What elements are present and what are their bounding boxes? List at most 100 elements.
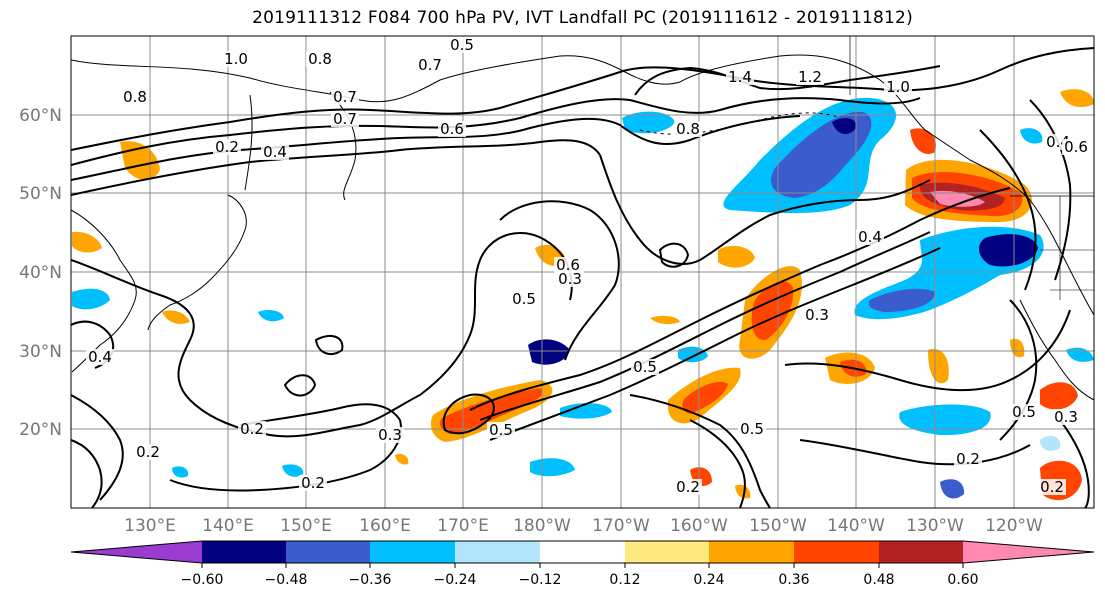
contour-label-bg (1062, 139, 1090, 155)
contour-label: 0.8 (676, 120, 700, 138)
negative-anomaly-region (832, 118, 857, 135)
contour-label-bg (1052, 409, 1080, 425)
contour-label-bg (510, 291, 538, 307)
contour-label-bg (121, 89, 149, 105)
longitude-labels: 130°E 140°E 150°E 160°E 170°E 180°W 170°W 160°W… (124, 516, 1043, 536)
contour-label: 1.4 (728, 68, 752, 86)
contour-line (499, 200, 620, 361)
contour-line (1029, 99, 1072, 281)
contour-label-bg (738, 421, 766, 437)
contour-label-bg (299, 475, 327, 491)
contour-line (71, 139, 601, 196)
contour-label: 0.2 (240, 420, 264, 438)
negative-anomaly-region (940, 479, 965, 499)
contour-label-bg (856, 229, 884, 245)
contour-label: 0.5 (489, 421, 513, 439)
colorbar-bin (286, 541, 370, 563)
negative-anomaly-region (72, 288, 110, 310)
negative-anomaly-region (622, 111, 675, 134)
contour-line (314, 334, 344, 356)
colorbar-tick-label: −0.12 (519, 572, 562, 588)
colorbar-tick-label: −0.24 (434, 572, 477, 588)
lat-label: 60°N (19, 106, 62, 126)
negative-anomaly-region (978, 234, 1038, 267)
positive-anomaly-region (682, 381, 728, 414)
contour-label: 0.2 (301, 474, 325, 492)
contour-label: 0.6 (440, 120, 464, 138)
positive-anomaly-region (735, 484, 751, 499)
colorbar-tick-label: 0.60 (947, 572, 978, 588)
lon-label: 130°E (124, 516, 176, 536)
contour-label-bg (554, 257, 582, 273)
lon-label: 160°W (670, 516, 728, 536)
pv-shading-layer (72, 89, 1094, 501)
contour-label: 1.2 (798, 68, 822, 86)
contour-label-bg (726, 69, 754, 85)
contour-label-bg (631, 359, 659, 375)
lon-label: 150°W (749, 516, 807, 536)
contour-line (999, 299, 1038, 441)
contour-label: 0.2 (215, 138, 239, 156)
contour-line (469, 187, 1011, 411)
contour-label-bg (1038, 479, 1066, 495)
lon-label: 140°W (827, 516, 885, 536)
contour-label-bg (438, 121, 466, 137)
contour-label-bg (884, 79, 912, 95)
negative-anomaly-region (899, 404, 991, 436)
contour-line (634, 65, 941, 96)
colorbar-bin (540, 541, 625, 563)
lon-label: 170°E (437, 516, 489, 536)
colorbar-bin (794, 541, 879, 563)
colorbar-tick-label: −0.48 (265, 572, 308, 588)
coastline-sakhalin (244, 94, 253, 191)
coastline-kamchatka (329, 91, 357, 201)
contour-label-bg (213, 139, 241, 155)
colorbar-tick-label: −0.36 (349, 572, 392, 588)
lat-label: 20°N (19, 420, 62, 440)
contour-label-bg (1010, 404, 1038, 420)
contour-label: 0.6 (556, 256, 580, 274)
colorbar-bin (455, 541, 540, 563)
positive-anomaly-region (910, 128, 936, 154)
positive-anomaly-region (1040, 382, 1078, 410)
plot-frame (70, 35, 1095, 509)
contour-label: 0.7 (333, 110, 357, 128)
contour-label-bg (306, 51, 334, 67)
contour-line (1059, 419, 1090, 508)
border-states (1040, 196, 1094, 300)
contour-label-bg (796, 69, 824, 85)
contour-label: 0.4 (263, 143, 287, 161)
contour-label: 1.0 (886, 78, 910, 96)
positive-anomaly-region (650, 315, 680, 325)
contour-label-bg (86, 349, 114, 365)
contour-line (979, 129, 1037, 291)
coastline-north-america-south (1019, 299, 1094, 401)
contour-label-bg (331, 89, 359, 105)
contour-label-bg (238, 421, 266, 437)
negative-anomaly-region (258, 310, 284, 322)
contour-label-bg (331, 111, 359, 127)
negative-anomaly-region (172, 466, 189, 478)
contour-label: 0.3 (805, 306, 829, 324)
colorbar-tick-label: 0.48 (863, 572, 894, 588)
contour-line (784, 309, 1071, 392)
colorbar-tick-label: 0.24 (693, 572, 724, 588)
colorbar-bin (625, 541, 709, 563)
contour-label-bg (448, 37, 476, 53)
latitude-labels: 60°N 50°N 40°N 30°N 20°N (19, 106, 62, 440)
contour-label: 0.4 (88, 348, 112, 366)
contour-label: 0.8 (308, 50, 332, 68)
positive-anomaly-region (928, 348, 949, 384)
contour-line (479, 231, 931, 421)
colorbar-bin (879, 541, 963, 563)
colorbar-tick-label: 0.36 (778, 572, 809, 588)
contour-label: 0.4 (858, 228, 882, 246)
positive-anomaly-region (162, 310, 190, 324)
negative-anomaly-region (1040, 435, 1061, 451)
contour-label-bg (674, 121, 702, 137)
contour-line (419, 231, 573, 396)
lon-label: 170°W (592, 516, 650, 536)
contour-label: 0.3 (378, 426, 402, 444)
lat-lon-grid (71, 36, 1094, 508)
